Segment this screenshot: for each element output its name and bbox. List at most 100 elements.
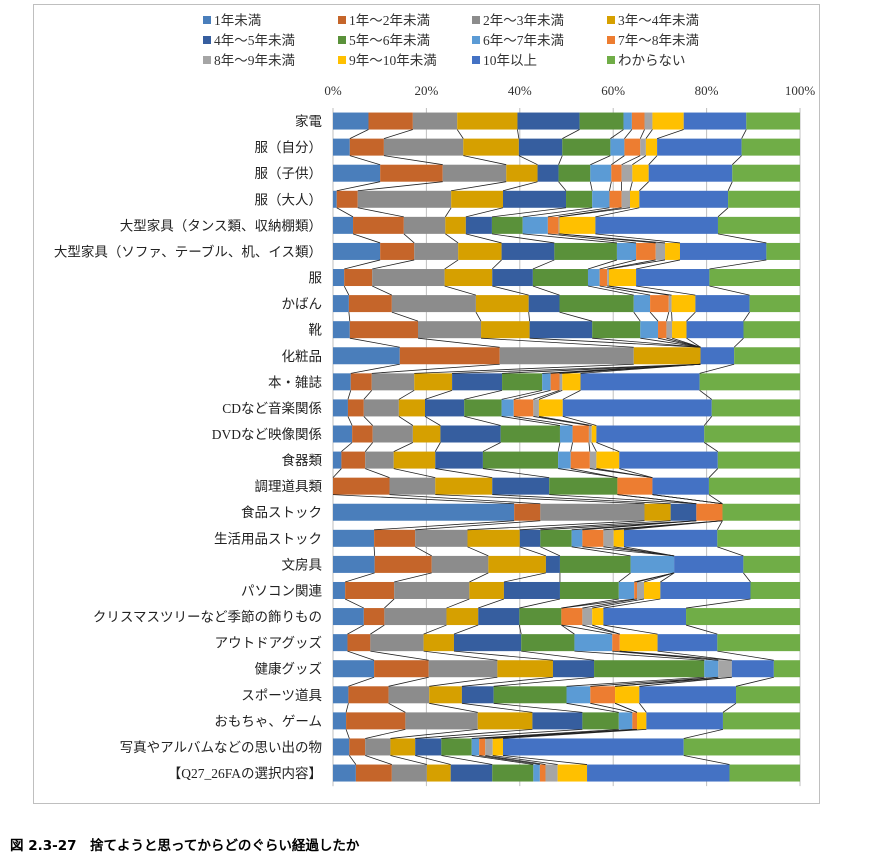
series-line — [456, 129, 464, 139]
series-line — [521, 650, 595, 661]
bar-segment — [559, 216, 596, 234]
bar-segment — [558, 451, 571, 469]
bar-segment — [722, 503, 800, 521]
series-line — [501, 389, 543, 400]
bar-segment — [442, 164, 507, 182]
bar-segment — [672, 321, 687, 339]
series-line — [434, 442, 441, 452]
bar-segment — [539, 764, 546, 782]
x-tick-label: 40% — [508, 83, 532, 98]
bar-segment — [603, 529, 614, 547]
bar-segment — [446, 608, 479, 626]
series-line — [559, 207, 631, 218]
bar-segment — [590, 164, 612, 182]
bar-segment — [743, 555, 800, 573]
bar-segment — [615, 686, 640, 704]
bar-segment — [718, 660, 732, 678]
bar-segment — [580, 373, 700, 391]
bar-segment — [621, 190, 631, 208]
series-line — [464, 389, 503, 400]
series-line — [365, 755, 392, 765]
series-line — [562, 129, 580, 139]
legend-label: 1年～2年未満 — [349, 13, 430, 28]
bar-segment — [431, 555, 489, 573]
series-line — [519, 546, 547, 557]
series-line — [639, 181, 649, 192]
category-label: 【Q27_26FAの選択内容】 — [168, 765, 322, 781]
bar-segment — [634, 581, 638, 599]
bar-segment — [336, 190, 358, 208]
bar-segment — [592, 190, 610, 208]
series-line — [624, 129, 633, 139]
x-tick-label: 20% — [414, 83, 438, 98]
series-line — [414, 363, 634, 374]
legend-label: 10年以上 — [483, 53, 537, 68]
series-line — [570, 468, 618, 479]
series-line — [636, 259, 681, 270]
bar-segment — [357, 190, 452, 208]
bar-segment — [333, 555, 375, 573]
bar-segment — [618, 712, 633, 730]
bar-segment — [632, 712, 638, 730]
series-line — [388, 702, 406, 713]
category-label: 服（大人） — [255, 192, 323, 207]
series-line — [344, 259, 381, 270]
bar-segment — [415, 529, 468, 547]
bar-segment — [333, 738, 350, 756]
bar-segment — [450, 764, 493, 782]
bar-segment — [671, 295, 696, 313]
category-label: おもちゃ、ゲーム — [214, 714, 322, 729]
series-line — [491, 207, 567, 218]
series-line — [372, 259, 415, 270]
series-line — [463, 155, 507, 166]
bar-segment — [363, 608, 385, 626]
bar-segment — [344, 269, 373, 287]
bar-segment — [679, 242, 767, 260]
series-line — [703, 416, 713, 426]
bar-segment — [650, 295, 669, 313]
bar-segment — [465, 216, 492, 234]
series-line — [538, 389, 563, 400]
bar-segment — [501, 399, 514, 417]
bar-segment — [391, 295, 476, 313]
series-line — [590, 155, 611, 166]
series-line — [344, 598, 364, 609]
bar-segment — [440, 425, 501, 443]
series-line — [349, 129, 369, 139]
legend-label: わからない — [618, 53, 686, 68]
series-line — [417, 337, 500, 348]
series-line — [709, 285, 750, 296]
bar-segment — [621, 164, 633, 182]
category-label: 文房具 — [282, 557, 323, 572]
series-line — [502, 728, 647, 739]
series-line — [587, 259, 618, 270]
bar-segment — [348, 686, 389, 704]
legend-swatch — [472, 36, 480, 44]
bar-segment — [554, 242, 617, 260]
series-line — [423, 624, 447, 635]
series-line — [444, 285, 477, 296]
bar-segment — [481, 321, 530, 339]
bar-segment — [717, 451, 800, 469]
bar-segment — [399, 347, 500, 365]
series-line — [502, 181, 538, 192]
bar-segment — [464, 399, 502, 417]
bar-segment — [363, 399, 399, 417]
bar-segment — [559, 581, 619, 599]
series-line — [592, 598, 645, 609]
bar-segment — [637, 712, 647, 730]
bar-segment — [589, 451, 597, 469]
bar-segment — [341, 451, 366, 469]
series-line — [429, 676, 498, 687]
series-line — [582, 624, 620, 635]
series-line — [632, 155, 647, 166]
bar-segment — [611, 164, 622, 182]
bar-segment — [542, 373, 551, 391]
legend-label: 2年～3年未満 — [483, 13, 564, 28]
x-tick-label: 0% — [324, 83, 342, 98]
bar-segment — [333, 425, 353, 443]
bar-segment — [750, 581, 800, 599]
series-line — [469, 572, 489, 583]
legend-label: 4年～5年未満 — [214, 33, 295, 48]
series-line — [623, 546, 675, 557]
